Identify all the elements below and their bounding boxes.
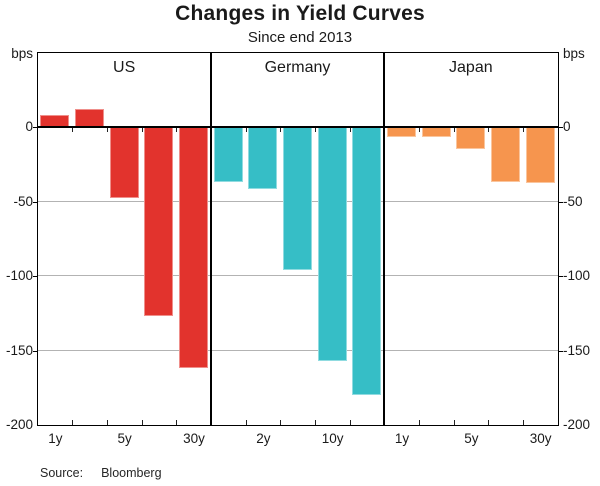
bar-germany-5y bbox=[283, 126, 312, 270]
y-label-right-0: 0 bbox=[563, 119, 571, 135]
y-label-left--150: -150 bbox=[5, 342, 33, 358]
x-tick-bottom bbox=[176, 419, 178, 425]
x-label-us-5y: 5y bbox=[117, 431, 132, 446]
x-label-germany-2y: 2y bbox=[256, 431, 271, 446]
chart-subtitle: Since end 2013 bbox=[247, 29, 353, 46]
x-tick-bottom bbox=[349, 419, 351, 425]
x-tick-zero bbox=[453, 127, 455, 132]
x-tick-bottom bbox=[522, 419, 524, 425]
bar-germany-2y bbox=[248, 126, 278, 190]
x-tick-bottom bbox=[141, 419, 143, 425]
x-tick-zero bbox=[176, 127, 178, 132]
panel-title-japan: Japan bbox=[449, 58, 493, 76]
y-axis-unit-right: bps bbox=[563, 46, 585, 61]
x-tick-zero bbox=[314, 127, 316, 132]
bar-us-2y bbox=[75, 109, 104, 127]
bar-germany-1y bbox=[213, 126, 243, 182]
y-tick-right bbox=[559, 276, 563, 278]
plot-area: US Germany Japan bbox=[36, 51, 559, 426]
source-note: Source: Bloomberg bbox=[40, 466, 162, 480]
x-tick-zero bbox=[245, 127, 247, 132]
bar-us-5y bbox=[109, 126, 139, 199]
bar-japan-30y bbox=[525, 126, 555, 184]
x-label-us-30y: 30y bbox=[183, 431, 205, 446]
y-label-right--200: -200 bbox=[563, 417, 591, 432]
bar-us-30y bbox=[179, 126, 208, 368]
x-label-germany-10y: 10y bbox=[321, 431, 344, 446]
x-tick-zero bbox=[141, 127, 143, 132]
y-tick-right bbox=[559, 127, 563, 129]
y-label-left--50: -50 bbox=[13, 193, 33, 209]
x-tick-zero bbox=[522, 127, 524, 132]
panel-divider-1 bbox=[209, 52, 212, 425]
x-tick-zero bbox=[488, 127, 490, 132]
y-label-right--150: -150 bbox=[563, 342, 591, 358]
panel-title-germany: Germany bbox=[264, 58, 331, 76]
x-tick-zero bbox=[72, 127, 74, 132]
y-label-right--50: -50 bbox=[563, 193, 583, 209]
x-label-japan-5y: 5y bbox=[464, 431, 479, 446]
gridline--150 bbox=[37, 349, 558, 351]
y-tick-right bbox=[559, 350, 563, 352]
x-label-japan-30y: 30y bbox=[529, 431, 552, 446]
bar-germany-30y bbox=[352, 126, 382, 395]
zero-axis-line bbox=[37, 125, 558, 128]
x-tick-bottom bbox=[488, 419, 490, 425]
y-label-left--100: -100 bbox=[5, 268, 33, 284]
y-axis-unit-left: bps bbox=[11, 46, 33, 61]
source-value: Bloomberg bbox=[101, 466, 162, 480]
y-tick-left bbox=[33, 276, 37, 278]
gridline--100 bbox=[37, 275, 558, 277]
x-tick-zero bbox=[106, 127, 108, 132]
bar-japan-1y bbox=[387, 126, 416, 138]
x-label-japan-1y: 1y bbox=[394, 431, 410, 446]
chart-title: Changes in Yield Curves bbox=[175, 2, 425, 25]
bar-japan-10y bbox=[491, 126, 520, 182]
y-label-right--100: -100 bbox=[563, 268, 591, 284]
y-tick-left bbox=[33, 350, 37, 352]
y-tick-left bbox=[33, 127, 37, 129]
x-tick-bottom bbox=[72, 419, 74, 425]
y-tick-right bbox=[559, 201, 563, 203]
x-tick-zero bbox=[349, 127, 351, 132]
x-tick-bottom bbox=[280, 419, 282, 425]
x-tick-zero bbox=[280, 127, 282, 132]
bar-japan-2y bbox=[421, 126, 451, 138]
bar-germany-10y bbox=[317, 126, 347, 361]
x-tick-bottom bbox=[453, 419, 455, 425]
bar-us-10y bbox=[144, 126, 174, 316]
x-label-us-1y: 1y bbox=[48, 431, 63, 446]
x-tick-zero bbox=[418, 127, 420, 132]
panel-divider-2 bbox=[383, 52, 386, 425]
x-tick-bottom bbox=[418, 419, 420, 425]
panel-title-us: US bbox=[113, 58, 136, 76]
bar-japan-5y bbox=[456, 126, 486, 150]
x-tick-bottom bbox=[314, 419, 316, 425]
source-label: Source: bbox=[40, 466, 84, 480]
y-tick-left bbox=[33, 201, 37, 203]
y-label-left--200: -200 bbox=[5, 417, 33, 432]
y-label-left-0: 0 bbox=[25, 119, 33, 135]
x-tick-bottom bbox=[106, 419, 108, 425]
x-tick-bottom bbox=[245, 419, 247, 425]
